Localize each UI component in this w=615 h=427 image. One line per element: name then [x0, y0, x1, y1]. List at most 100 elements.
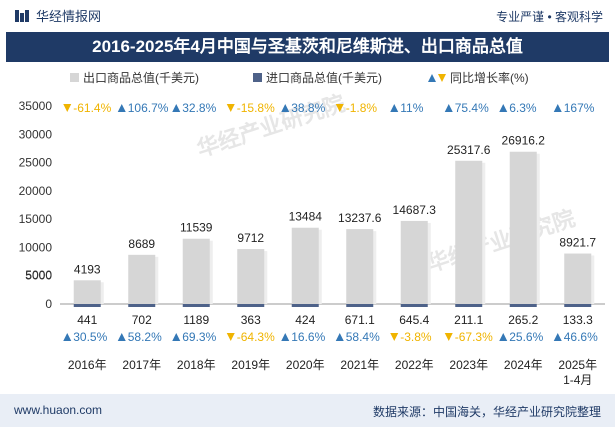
footer: www.huaon.com 数据来源：中国海关，华经产业研究院整理	[0, 394, 615, 427]
import-growth-label: 46.6%	[564, 330, 598, 344]
export-growth-label: 75.4%	[455, 101, 489, 115]
y-tick-label: 0	[45, 297, 52, 311]
import-value-label: 363	[241, 313, 261, 327]
brand-name: 华经情报网	[36, 9, 102, 24]
import-bar	[509, 304, 537, 307]
y-tick-label: 30000	[19, 127, 53, 141]
import-growth-down-icon	[390, 333, 399, 341]
export-bar	[564, 253, 592, 304]
top-bar: 华经情报网 专业严谨 • 客观科学	[0, 0, 615, 30]
export-growth-up-icon	[281, 104, 290, 112]
export-growth-label: -15.8%	[237, 101, 275, 115]
x-category-label: 2021年	[340, 358, 379, 372]
export-bar	[73, 280, 101, 304]
x-category-label: 2024年	[504, 358, 543, 372]
y-tick-label: 25000	[19, 156, 53, 170]
import-bar	[291, 304, 319, 307]
import-growth-label: 16.6%	[291, 330, 325, 344]
x-category-label: 2023年	[449, 358, 488, 372]
import-growth-up-icon	[499, 333, 508, 341]
import-bar	[128, 304, 156, 307]
import-bar	[455, 304, 483, 307]
import-bar	[346, 304, 374, 307]
x-category-label: 2017年	[122, 358, 161, 372]
export-growth-label: 38.8%	[291, 101, 325, 115]
export-value-label: 14687.3	[393, 203, 437, 217]
chart-title: 2016-2025年4月中国与圣基茨和尼维斯进、出口商品总值	[6, 32, 609, 62]
legend-export-label: 出口商品总值(千美元)	[83, 70, 199, 85]
import-bar	[237, 304, 265, 307]
export-value-label: 13484	[289, 210, 323, 224]
export-growth-up-icon	[444, 104, 453, 112]
export-bar	[346, 229, 374, 304]
footer-source: 数据来源：中国海关，华经产业研究院整理	[372, 405, 601, 419]
import-value-label: 211.1	[454, 313, 483, 327]
import-bar	[400, 304, 428, 307]
export-growth-up-icon	[553, 104, 562, 112]
export-growth-label: -1.8%	[346, 101, 378, 115]
footer-website[interactable]: www.huaon.com	[14, 403, 103, 417]
import-growth-up-icon	[63, 333, 72, 341]
export-value-label: 25317.6	[447, 143, 491, 157]
brand[interactable]: 华经情报网	[14, 6, 101, 25]
export-growth-down-icon	[63, 104, 72, 112]
import-value-label: 424	[295, 313, 315, 327]
import-growth-up-icon	[553, 333, 562, 341]
import-growth-label: 58.4%	[346, 330, 380, 344]
import-growth-label: -67.3%	[455, 330, 493, 344]
import-bar	[182, 304, 210, 307]
export-bar	[509, 151, 537, 304]
export-growth-up-icon	[390, 104, 399, 112]
legend-up-triangle-icon	[428, 74, 436, 82]
y-tick-label: 10000	[19, 240, 53, 254]
export-growth-label: 32.8%	[182, 101, 216, 115]
x-category-label: 2019年	[231, 358, 270, 372]
export-growth-label: 6.3%	[509, 101, 537, 115]
export-growth-up-icon	[172, 104, 181, 112]
legend-export-swatch	[70, 73, 79, 82]
import-growth-up-icon	[281, 333, 290, 341]
export-growth-label: 11%	[400, 101, 423, 115]
export-growth-up-icon	[117, 104, 126, 112]
export-growth-down-icon	[335, 104, 344, 112]
y-tick-label: 5000	[25, 269, 52, 283]
export-value-label: 8921.7	[559, 236, 596, 250]
x-category-label: 2020年	[286, 358, 325, 372]
brand-logo-icon	[15, 9, 29, 22]
x-category-label: 2022年	[395, 358, 434, 372]
export-value-label: 13237.6	[338, 211, 382, 225]
import-bar	[564, 304, 592, 307]
export-value-label: 11539	[180, 221, 213, 235]
import-growth-label: 30.5%	[73, 330, 107, 344]
import-growth-label: -64.3%	[237, 330, 275, 344]
legend-import-label: 进口商品总值(千美元)	[266, 70, 382, 85]
x-category-label: 2018年	[177, 358, 216, 372]
y-tick-label: 15000	[19, 212, 53, 226]
export-bar	[237, 249, 265, 304]
export-growth-up-icon	[499, 104, 508, 112]
import-growth-label: -3.8%	[400, 330, 432, 344]
import-value-label: 133.3	[563, 313, 593, 327]
import-growth-down-icon	[444, 333, 453, 341]
import-value-label: 1189	[183, 313, 209, 327]
export-bar	[400, 220, 428, 304]
export-growth-down-icon	[226, 104, 235, 112]
legend-import-swatch	[253, 73, 262, 82]
import-growth-up-icon	[335, 333, 344, 341]
import-value-label: 671.1	[345, 313, 375, 327]
import-growth-label: 69.3%	[182, 330, 216, 344]
export-bar	[128, 254, 156, 304]
export-value-label: 4193	[74, 262, 101, 276]
import-value-label: 645.4	[399, 313, 429, 327]
y-tick-label: 5000	[25, 268, 52, 282]
export-growth-label: 106.7%	[128, 101, 169, 115]
export-value-label: 8689	[128, 237, 155, 251]
import-growth-up-icon	[172, 333, 181, 341]
export-bar	[291, 227, 319, 304]
legend-down-triangle-icon	[438, 74, 446, 82]
import-value-label: 441	[77, 313, 97, 327]
import-value-label: 265.2	[508, 313, 538, 327]
y-tick-label: 20000	[19, 184, 53, 198]
import-growth-down-icon	[226, 333, 235, 341]
